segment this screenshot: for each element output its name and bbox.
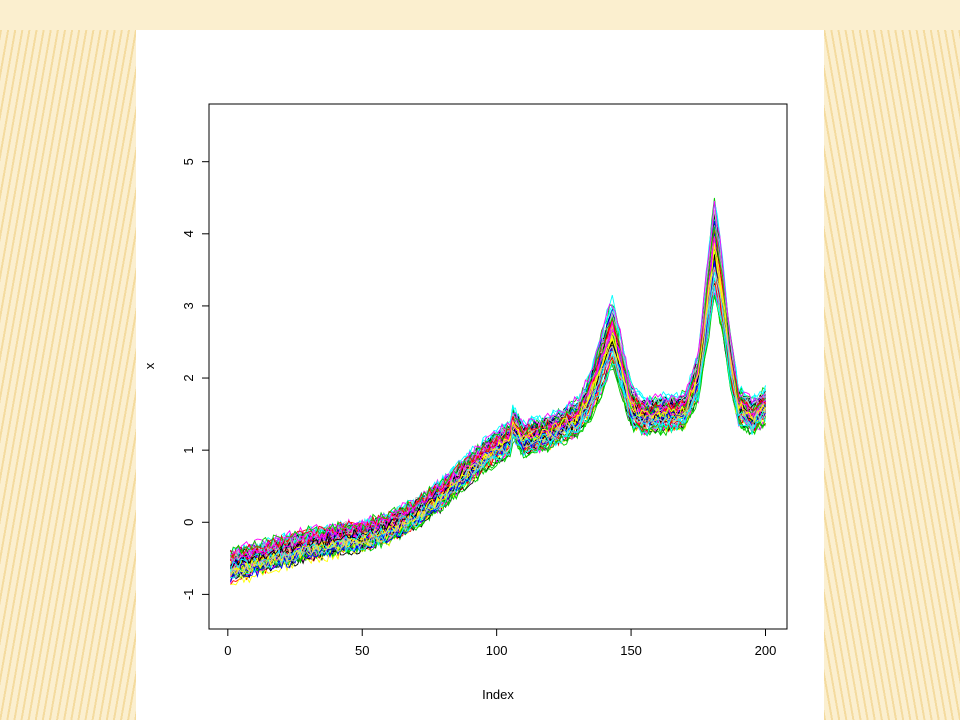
decorative-stripes-left — [0, 30, 136, 720]
y-tick-label: 3 — [181, 302, 196, 309]
series-line — [230, 211, 766, 570]
series-line — [230, 225, 766, 555]
x-tick-label: 0 — [224, 643, 231, 658]
slide-top-band — [0, 0, 960, 30]
series-line — [230, 213, 766, 561]
series-line — [230, 197, 766, 563]
x-axis-label: Index — [482, 687, 514, 702]
series-line — [230, 276, 766, 575]
x-tick-label: 50 — [355, 643, 369, 658]
y-tick-label: -1 — [181, 589, 196, 601]
decorative-stripes-right — [824, 30, 960, 720]
slide-content: 0 50 100 150 200 -1 0 1 2 3 4 5 Index x — [136, 30, 824, 720]
series-line — [230, 266, 766, 580]
axis-layer: 0 50 100 150 200 -1 0 1 2 3 4 5 — [181, 158, 776, 658]
y-tick-label: 0 — [181, 519, 196, 526]
series-line — [230, 203, 766, 562]
y-axis-label: x — [142, 362, 157, 369]
y-tick-label: 4 — [181, 230, 196, 237]
series-line — [230, 223, 766, 560]
series-layer — [230, 197, 766, 586]
series-line — [230, 228, 766, 561]
series-line — [230, 209, 766, 570]
x-tick-label: 100 — [486, 643, 508, 658]
y-tick-label: 1 — [181, 447, 196, 454]
series-line — [230, 226, 766, 557]
series-line — [230, 212, 766, 559]
y-tick-label: 5 — [181, 158, 196, 165]
x-tick-label: 150 — [620, 643, 642, 658]
x-tick-label: 200 — [755, 643, 777, 658]
series-line — [230, 201, 766, 562]
line-chart: 0 50 100 150 200 -1 0 1 2 3 4 5 Index x — [142, 103, 788, 702]
series-line — [230, 285, 766, 579]
series-line — [230, 219, 766, 557]
series-line — [230, 200, 766, 566]
series-line — [230, 283, 766, 580]
y-tick-label: 2 — [181, 374, 196, 381]
